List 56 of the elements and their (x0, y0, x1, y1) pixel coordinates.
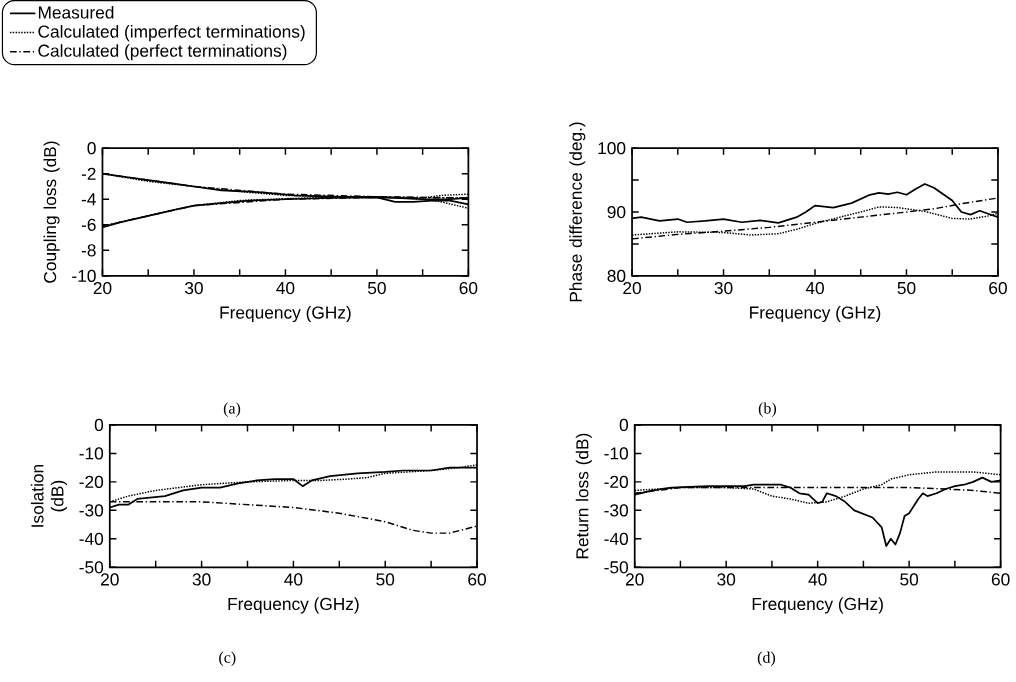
y-tick-label: -40 (79, 532, 104, 546)
y-tick-label: -10 (79, 447, 104, 460)
x-tick-label: 20 (101, 573, 119, 586)
x-tick-label: 30 (184, 282, 203, 295)
y-axis-title: Phase difference (deg.) (569, 122, 586, 302)
x-tick-label: 30 (714, 282, 733, 295)
x-tick-label: 40 (276, 282, 295, 295)
x-tick-label: 40 (808, 573, 827, 586)
x-axis-title: Frequency (GHz) (228, 597, 359, 614)
y-tick-label: 0 (94, 418, 104, 432)
x-axis-title: Frequency (GHz) (750, 306, 881, 323)
text: (d) (757, 651, 776, 667)
x-tick-label: 20 (625, 573, 644, 586)
x-tick-label: 30 (717, 573, 736, 586)
y-tick-label: -40 (604, 532, 628, 546)
x-tick-label: 50 (376, 573, 395, 586)
text: (a) (223, 402, 241, 418)
y-tick-label: -50 (604, 561, 628, 574)
legend-label: Calculated (imperfect terminations) (38, 25, 305, 42)
y-axis-title: Coupling loss (dB) (43, 141, 60, 283)
x-tick-label: 50 (900, 573, 919, 586)
y-tick-label: 0 (619, 418, 628, 432)
text: (b) (758, 402, 777, 418)
y-axis-title: Return loss (dB) (575, 433, 592, 559)
y-tick-label: -20 (604, 475, 628, 489)
text: (c) (219, 651, 236, 667)
y-tick-label: 100 (598, 142, 626, 155)
x-tick-label: 60 (468, 573, 486, 586)
x-tick-label: 50 (897, 282, 916, 295)
y-tick-label: -10 (604, 447, 628, 460)
y-axis-title: Isolation (dB) (30, 465, 67, 527)
x-tick-label: 20 (623, 282, 641, 295)
x-tick-label: 30 (192, 573, 211, 586)
x-tick-label: 40 (284, 573, 303, 586)
y-tick-label: -2 (81, 167, 96, 180)
y-tick-label: -20 (79, 475, 104, 489)
x-tick-label: 60 (991, 573, 1010, 586)
x-tick-label: 40 (805, 282, 824, 295)
y-tick-label: -50 (79, 561, 104, 574)
y-tick-label: -4 (81, 193, 96, 206)
y-tick-label: -10 (72, 269, 96, 283)
x-tick-label: 50 (367, 282, 386, 295)
x-tick-label: 20 (93, 282, 112, 295)
y-tick-label: -8 (81, 244, 96, 257)
y-tick-label: 0 (87, 142, 96, 155)
legend-label: Calculated (perfect terminations) (38, 44, 287, 61)
legend-label: Measured (38, 6, 114, 19)
x-axis-title: Frequency (GHz) (220, 306, 351, 323)
y-tick-label: 80 (607, 269, 626, 283)
x-axis-title: Frequency (GHz) (752, 597, 883, 614)
y-tick-label: -30 (79, 504, 104, 517)
y-tick-label: 90 (607, 206, 626, 219)
x-tick-label: 60 (459, 282, 478, 295)
y-tick-label: -30 (604, 504, 628, 517)
x-tick-label: 60 (989, 282, 1007, 295)
y-tick-label: -6 (81, 218, 96, 232)
